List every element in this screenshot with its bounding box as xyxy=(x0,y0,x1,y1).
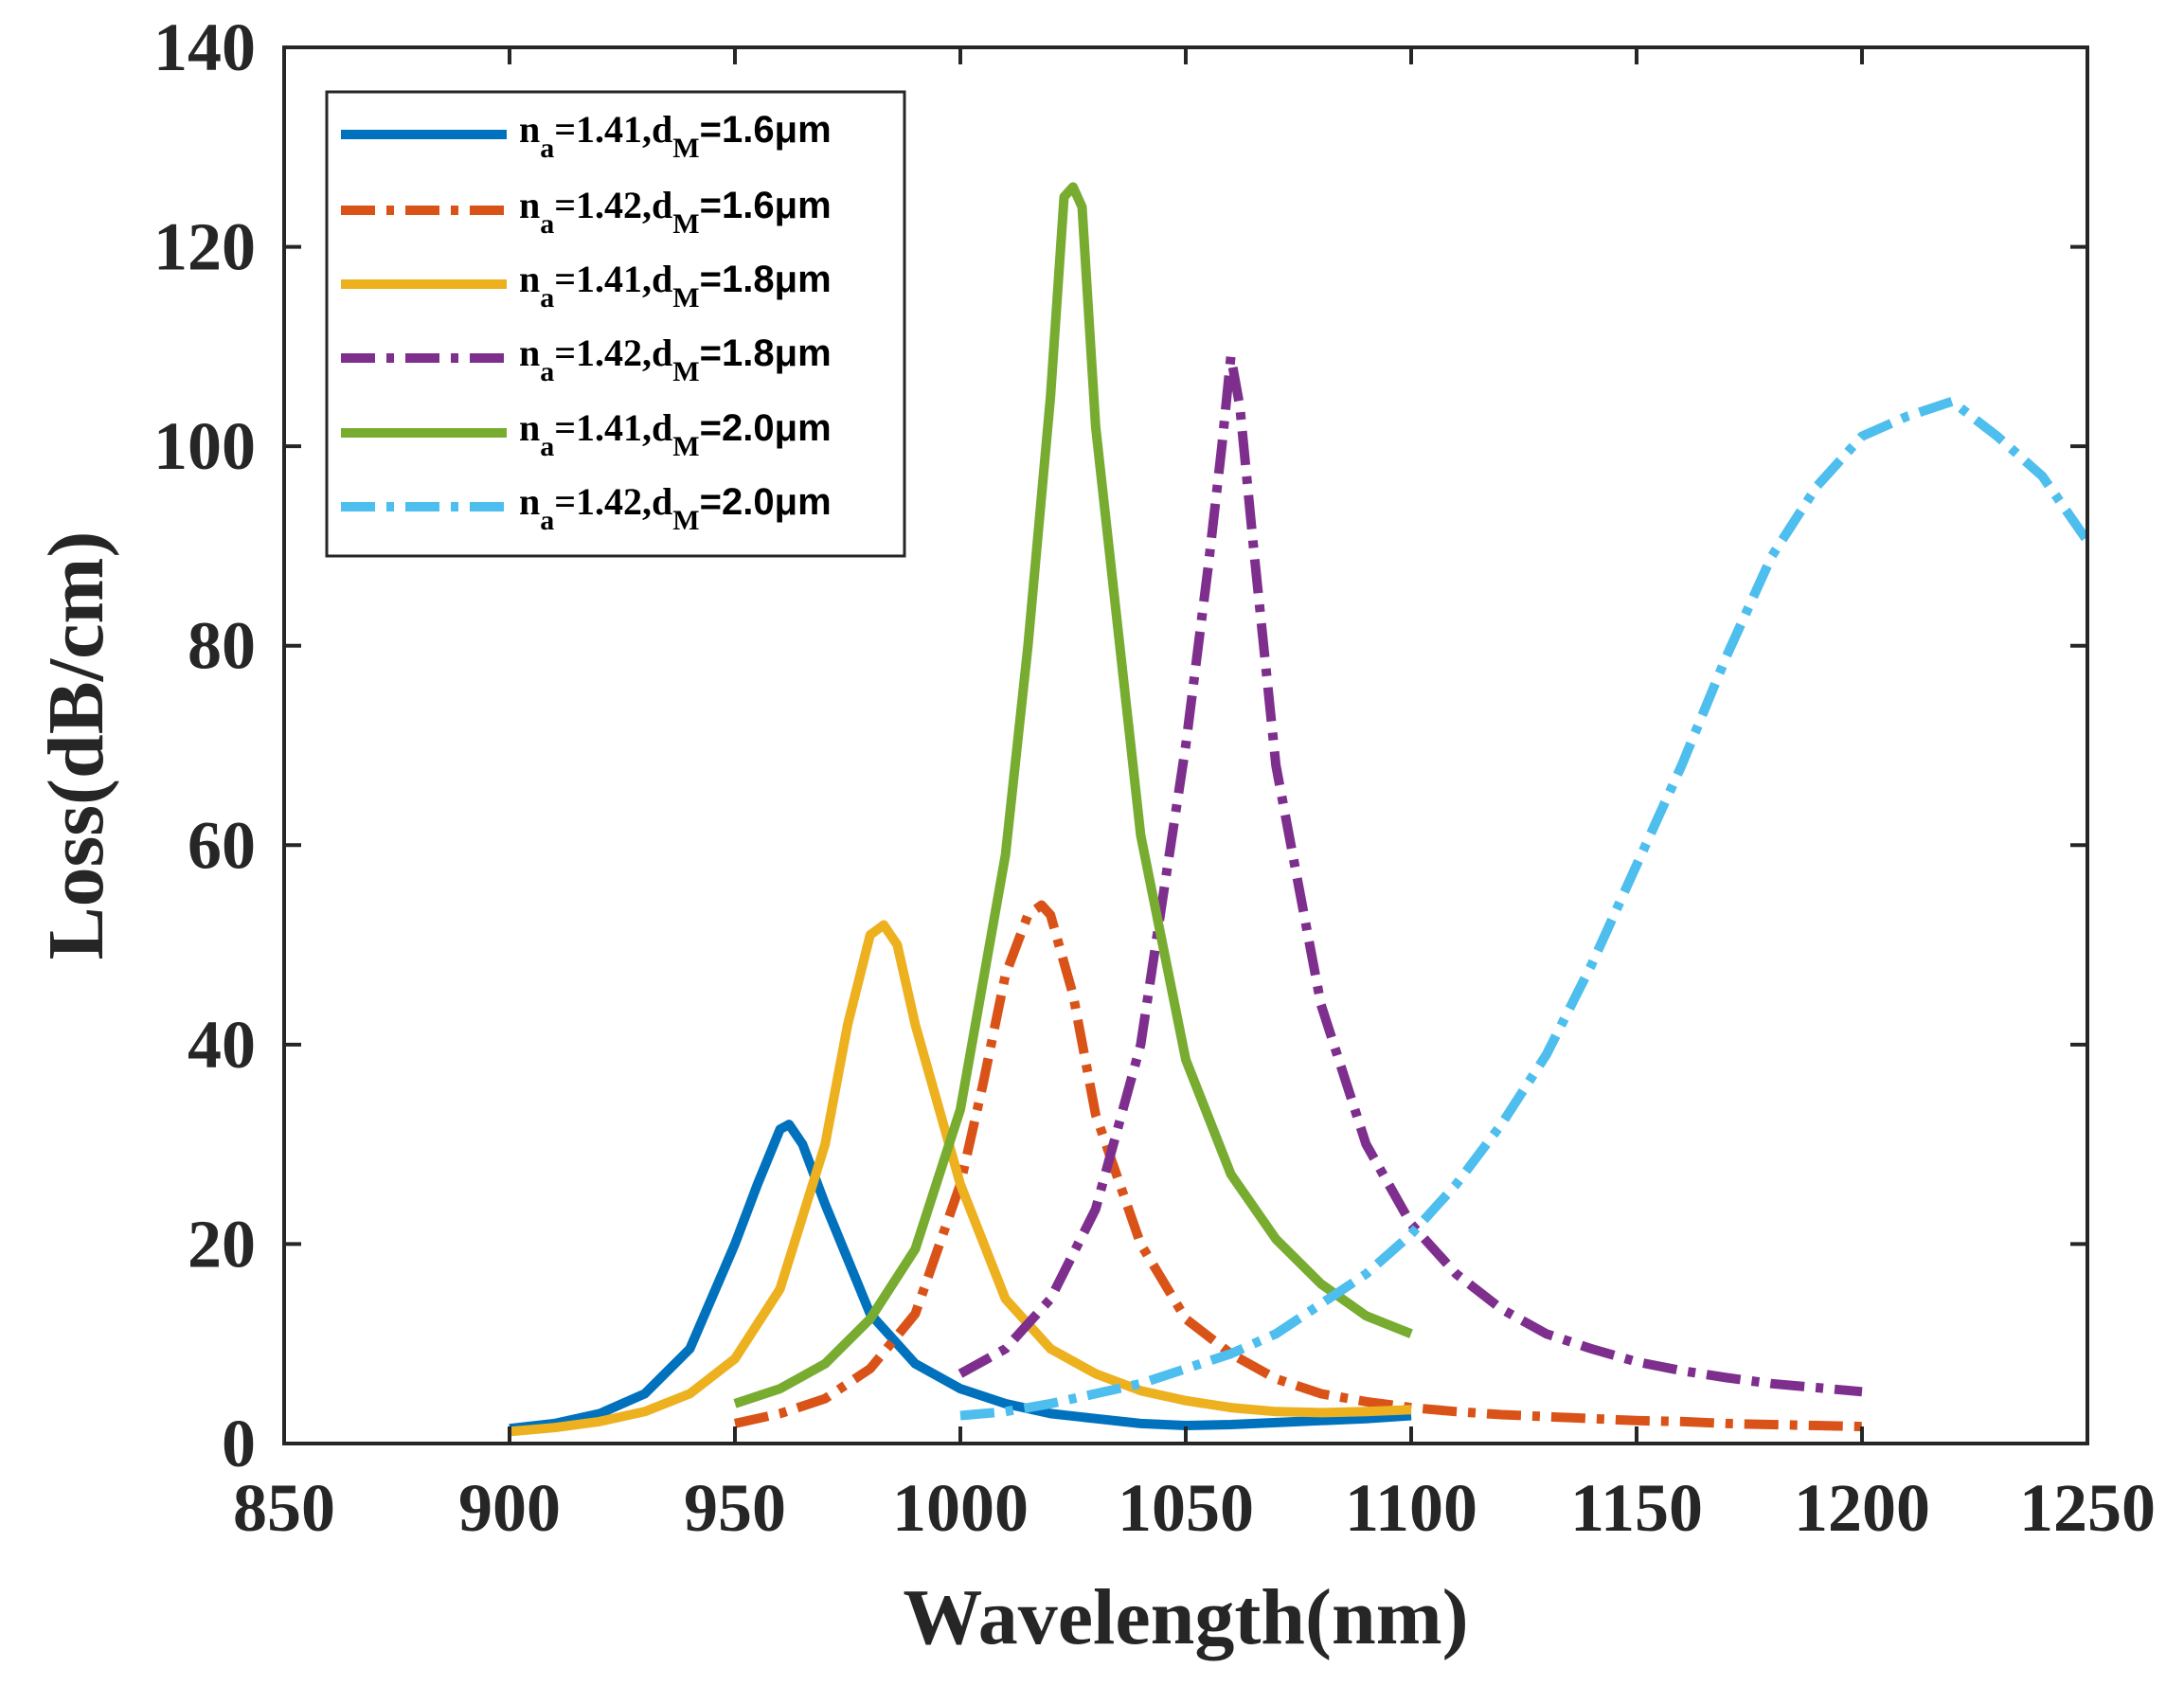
legend-label-value: =2.0μm xyxy=(700,407,832,449)
legend-label-subscript: a xyxy=(540,208,554,240)
series-line xyxy=(509,920,1412,1437)
y-tick-label: 140 xyxy=(153,9,256,85)
series-layer xyxy=(509,182,2092,1437)
legend-label: na=1.42,dM=2.0μm xyxy=(519,480,832,536)
series-line xyxy=(509,1120,1412,1434)
y-tick-label: 100 xyxy=(153,408,256,484)
y-tick-label: 60 xyxy=(188,807,256,883)
series-line xyxy=(733,182,1413,1408)
legend-label-symbol: n xyxy=(519,258,540,300)
legend-label-symbol: d xyxy=(652,332,672,374)
legend-label-value: =1.8μm xyxy=(700,259,832,300)
legend-entry: na=1.42,dM=2.0μm xyxy=(341,480,832,536)
legend-label-value: =1.42, xyxy=(554,480,652,523)
legend-label-symbol: d xyxy=(652,258,672,300)
legend-label-subscript: a xyxy=(540,505,554,536)
legend-label-symbol: d xyxy=(652,108,672,151)
legend-label-subscript: M xyxy=(672,356,699,387)
series-line xyxy=(958,351,1863,1397)
legend-label-value: =1.42, xyxy=(554,184,652,226)
legend-label-symbol: n xyxy=(519,108,540,151)
legend-label-value: =1.6μm xyxy=(700,185,832,226)
legend-label-value: =1.41, xyxy=(554,258,652,300)
legend-label-value: =1.41, xyxy=(554,406,652,449)
legend-label: na=1.42,dM=1.6μm xyxy=(519,184,832,240)
x-tick-label: 1250 xyxy=(2019,1470,2156,1546)
legend-label-value: =2.0μm xyxy=(700,481,832,523)
tick-layer: 850 900 950 1000 1050 1100 1150 1200 1250 0 20 40 60… xyxy=(153,9,2156,1546)
legend-label-symbol: n xyxy=(519,184,540,226)
legend-entry: na=1.41,dM=1.6μm xyxy=(341,108,832,164)
legend: na=1.41,dM=1.6μm na=1.42,dM=1.6μm na=1.4… xyxy=(325,90,906,558)
legend-label-symbol: n xyxy=(519,406,540,449)
legend-label-subscript: M xyxy=(672,208,699,240)
x-tick-label: 900 xyxy=(458,1470,561,1546)
legend-label-subscript: a xyxy=(540,431,554,462)
legend-label-symbol: d xyxy=(652,406,672,449)
legend-label: na=1.41,dM=1.6μm xyxy=(519,108,832,164)
x-tick-label: 1150 xyxy=(1570,1470,1703,1546)
x-tick-label: 850 xyxy=(233,1470,335,1546)
legend-label: na=1.41,dM=2.0μm xyxy=(519,406,832,462)
x-axis-label: Wavelength(nm) xyxy=(903,1573,1468,1661)
legend-label-subscript: a xyxy=(540,282,554,314)
x-tick-label: 950 xyxy=(684,1470,786,1546)
legend-label-subscript: a xyxy=(540,133,554,164)
y-tick-label: 80 xyxy=(188,608,256,684)
legend-entry: na=1.42,dM=1.6μm xyxy=(341,184,832,240)
legend-label: na=1.41,dM=1.8μm xyxy=(519,258,832,314)
legend-label-value: =1.8μm xyxy=(700,332,832,374)
legend-label-subscript: M xyxy=(672,282,699,314)
legend-label-value: =1.6μm xyxy=(700,109,832,151)
legend-label-symbol: d xyxy=(652,184,672,226)
legend-entry: na=1.41,dM=1.8μm xyxy=(341,258,832,314)
legend-label-subscript: M xyxy=(672,133,699,164)
legend-label-subscript: a xyxy=(540,356,554,387)
legend-label-value: =1.41, xyxy=(554,108,652,151)
plot-frame xyxy=(282,45,2089,1445)
legend-label-subscript: M xyxy=(672,505,699,536)
x-tick-label: 1050 xyxy=(1118,1470,1254,1546)
x-tick-label: 1000 xyxy=(892,1470,1029,1546)
y-tick-label: 40 xyxy=(188,1007,256,1083)
legend-box xyxy=(325,90,906,558)
y-tick-label: 20 xyxy=(188,1206,256,1282)
x-tick-label: 1200 xyxy=(1794,1470,1930,1546)
series-line xyxy=(733,900,1863,1432)
legend-label-symbol: n xyxy=(519,332,540,374)
legend-label-symbol: d xyxy=(652,480,672,523)
legend-label-value: =1.42, xyxy=(554,332,652,374)
y-tick-label: 0 xyxy=(222,1406,256,1481)
legend-entry: na=1.42,dM=1.8μm xyxy=(341,332,832,387)
y-axis-label: Loss(dB/cm) xyxy=(32,531,120,960)
legend-label: na=1.42,dM=1.8μm xyxy=(519,332,832,387)
legend-label-symbol: n xyxy=(519,480,540,523)
legend-label-subscript: M xyxy=(672,431,699,462)
legend-entry: na=1.41,dM=2.0μm xyxy=(341,406,832,462)
x-tick-label: 1100 xyxy=(1345,1470,1477,1546)
y-tick-label: 120 xyxy=(153,209,256,285)
